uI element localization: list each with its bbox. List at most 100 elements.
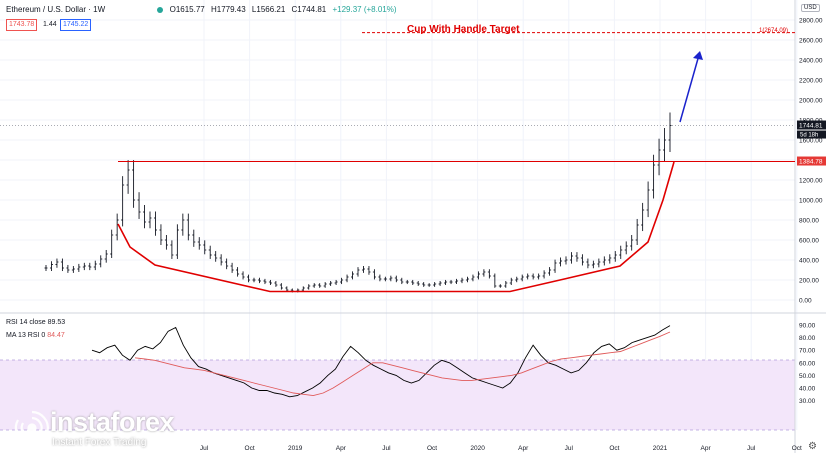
candle <box>99 255 103 268</box>
rsi-tick-label: 80.00 <box>799 335 816 342</box>
time-tick-label: Apr <box>518 445 529 452</box>
candle <box>372 269 376 280</box>
time-tick-label: Oct <box>609 445 619 452</box>
rsi-value: 89.53 <box>47 319 66 326</box>
candle <box>608 254 612 264</box>
last-price-text: 1744.81 <box>799 123 823 130</box>
currency-button[interactable]: USD <box>801 4 820 12</box>
ohlc-change: +129.37 (+8.01%) <box>332 5 397 14</box>
ohlc-low: L1566.21 <box>251 5 286 14</box>
price-tick-label: 1200.00 <box>799 178 823 185</box>
level-price-tag <box>797 156 826 166</box>
candle <box>340 277 344 285</box>
rsi-tick-label: 90.00 <box>799 323 816 330</box>
candle <box>657 138 661 176</box>
candle <box>170 240 174 259</box>
candle <box>383 276 387 282</box>
rsi-tick-label: 60.00 <box>799 360 816 367</box>
candle <box>55 258 59 268</box>
candle <box>104 249 108 263</box>
time-axis: Jul Oct 2019 Apr Jul Oct 2020 Apr Jul Oct 2021 Apr J… <box>200 445 802 452</box>
candle <box>652 154 656 199</box>
candle <box>449 279 453 285</box>
ma-legend[interactable]: MA 13 RSI 0 84.47 <box>6 332 65 339</box>
candle <box>263 278 267 285</box>
candle <box>624 241 628 255</box>
candle <box>476 271 480 280</box>
candle <box>110 229 114 259</box>
candle <box>646 181 650 218</box>
candle <box>60 258 64 272</box>
candle <box>575 252 579 262</box>
rsi-ma-line <box>134 331 671 397</box>
price-tick-label: 2600.00 <box>799 38 823 45</box>
pattern-overlays: Cup With Handle Target 1(2674.09) <box>0 24 795 293</box>
candle <box>586 258 590 269</box>
price-tick-label: 400.00 <box>799 258 819 265</box>
candle <box>175 224 179 259</box>
candle <box>137 192 141 219</box>
candle <box>230 262 234 273</box>
candle <box>438 281 442 286</box>
settings-gear-icon[interactable]: ⚙ <box>808 441 817 452</box>
time-tick-label: 2021 <box>653 445 668 452</box>
candle <box>569 252 573 264</box>
candle <box>487 269 491 279</box>
candle <box>367 266 371 275</box>
candle <box>345 274 349 283</box>
candle <box>93 260 97 271</box>
candle <box>192 229 196 247</box>
rsi-tick-label: 50.00 <box>799 373 816 380</box>
candle <box>405 279 409 285</box>
price-tick-label: 1600.00 <box>799 138 823 145</box>
price-axis: 0.00 200.00 400.00 600.00 800.00 1000.00 1200.… <box>797 18 826 305</box>
ma-value: 84.47 <box>47 332 65 339</box>
candle <box>208 245 212 259</box>
candle <box>537 273 541 280</box>
candle <box>411 279 415 285</box>
candle <box>159 224 163 245</box>
time-tick-label: Jul <box>565 445 574 452</box>
candle <box>548 267 552 276</box>
candle <box>515 276 519 283</box>
price-tick-label: 2000.00 <box>799 98 823 105</box>
candle <box>186 213 190 241</box>
sell-price-box[interactable]: 1743.78 <box>6 19 38 31</box>
candle <box>597 258 601 268</box>
candle <box>635 218 639 245</box>
time-tick-label: 2020 <box>470 445 485 452</box>
candle <box>619 245 623 259</box>
candle <box>88 262 92 271</box>
candle <box>148 211 152 229</box>
symbol-title[interactable]: Ethereum / U.S. Dollar · 1W <box>6 5 106 14</box>
candle <box>542 270 546 279</box>
rsi-legend[interactable]: RSI 14 close 89.53 <box>6 319 65 326</box>
time-tick-label: Oct <box>427 445 437 452</box>
brand-tagline: Instant Forex Trading <box>52 437 147 448</box>
candle <box>668 112 672 152</box>
candle <box>312 283 316 288</box>
price-tick-label: 800.00 <box>799 218 819 225</box>
bar-timer-tag <box>797 130 826 139</box>
price-tick-label: 1000.00 <box>799 198 823 205</box>
candle <box>71 266 75 273</box>
price-tick-label: 2200.00 <box>799 78 823 85</box>
ma-label: MA 13 RSI 0 <box>6 332 46 339</box>
candle <box>613 251 617 262</box>
candle <box>307 284 311 290</box>
candle <box>44 264 48 272</box>
candle <box>126 160 130 194</box>
gridlines <box>0 0 798 430</box>
rsi-tick-label: 70.00 <box>799 348 816 355</box>
time-tick-label: Apr <box>701 445 712 452</box>
candle <box>460 277 464 284</box>
time-tick-label: Jul <box>382 445 391 452</box>
candle <box>49 261 53 272</box>
time-tick-label: Oct <box>792 445 802 452</box>
candle <box>214 251 218 262</box>
buy-price-box[interactable]: 1745.22 <box>60 19 92 31</box>
candle <box>389 275 393 282</box>
candle <box>427 283 431 287</box>
price-tick-label: 2800.00 <box>799 18 823 25</box>
